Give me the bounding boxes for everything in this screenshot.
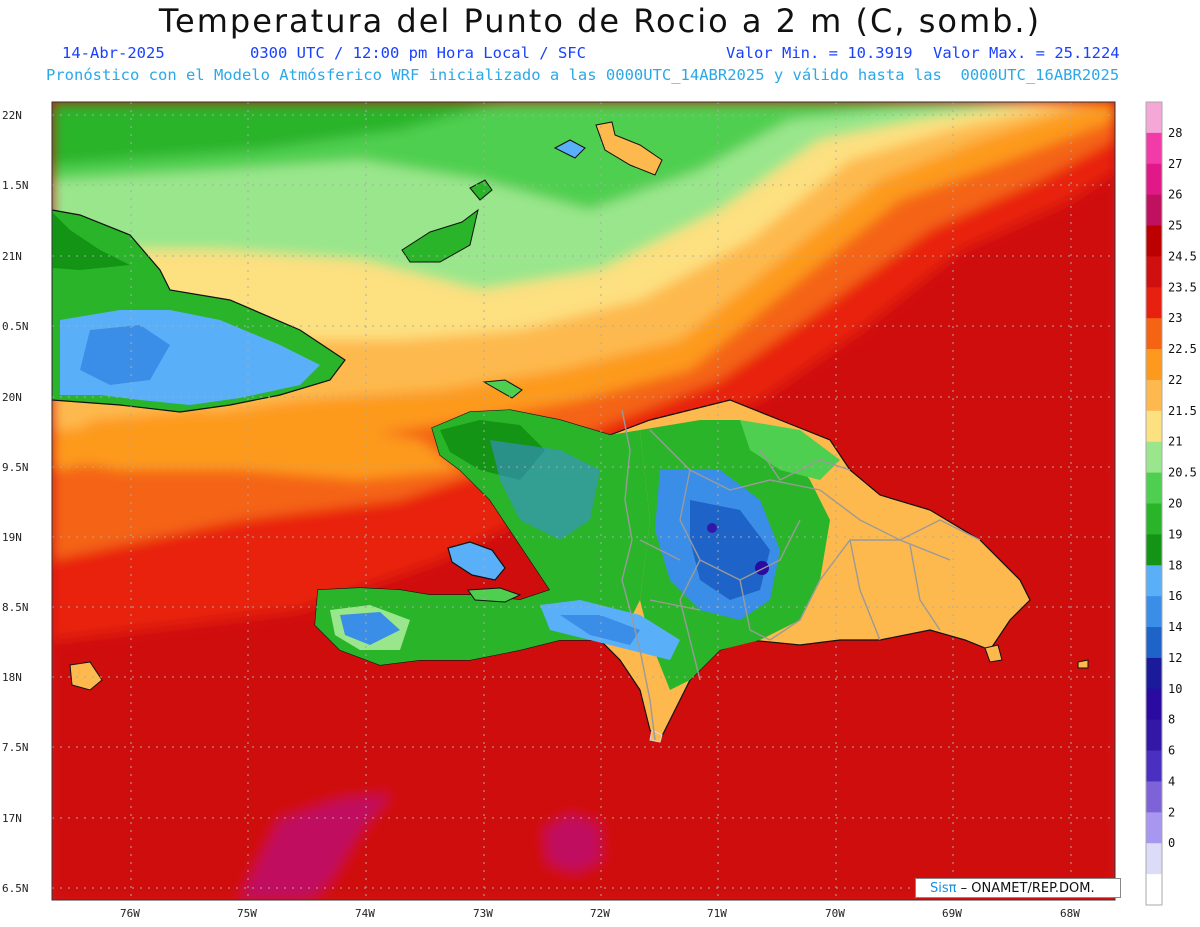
- lon-label: 68W: [1060, 907, 1080, 920]
- colorbar-label: 20.5: [1168, 466, 1197, 480]
- colorbar-frame: [1145, 101, 1163, 906]
- colorbar-label: 19: [1168, 527, 1182, 541]
- lat-label: 0.5N: [2, 320, 29, 333]
- colorbar-swatch: [1146, 410, 1162, 443]
- colorbar-label: 23: [1168, 311, 1182, 325]
- colorbar-swatch: [1146, 503, 1162, 535]
- jamaica-land: [447, 541, 506, 581]
- lon-label: 72W: [590, 907, 610, 920]
- colorbar-swatch: [1146, 843, 1162, 875]
- colorbar-swatch: [1146, 812, 1162, 844]
- colorbar-label: 20: [1168, 497, 1182, 511]
- lat-label: 22N: [2, 109, 22, 122]
- lat-label: 1.5N: [2, 179, 29, 192]
- dewpoint-map: 22N 1.5N 21N 0.5N 20N 9.5N 19N 8.5N 18N …: [2, 101, 1197, 920]
- model-description: Pronóstico con el Modelo Atmósferico WRF…: [46, 66, 1120, 84]
- colorbar-swatch: [1146, 318, 1162, 350]
- colorbar-swatch: [1146, 441, 1162, 474]
- lat-label: 17N: [2, 812, 22, 825]
- min-value: Valor Min. = 10.3919: [726, 44, 913, 62]
- colorbar-label: 16: [1168, 589, 1182, 603]
- colorbar-swatch: [1146, 596, 1162, 628]
- colorbar-label: 10: [1168, 682, 1182, 696]
- colorbar-label: 25: [1168, 219, 1182, 233]
- province-borders: [621, 409, 981, 741]
- lon-label: 73W: [473, 907, 493, 920]
- colorbar-label: 6: [1168, 744, 1175, 758]
- colorbar-swatch: [1146, 287, 1162, 319]
- colorbar-label: 21: [1168, 435, 1182, 449]
- lat-label: 6.5N: [2, 882, 29, 895]
- colorbar-label: 21.5: [1168, 404, 1197, 418]
- colorbar-label: 0: [1168, 836, 1175, 850]
- colorbar-label: 18: [1168, 558, 1182, 572]
- bahamas-islands: [401, 121, 663, 399]
- credit-org: – ONAMET/REP.DOM.: [960, 881, 1095, 896]
- map-gridlines: [52, 102, 1115, 900]
- max-value: Valor Max. = 25.1224: [933, 44, 1120, 62]
- lat-label: 8.5N: [2, 601, 29, 614]
- colorbar-swatch: [1146, 163, 1162, 196]
- cuba-land: [52, 209, 346, 413]
- colorbar-swatch: [1146, 781, 1162, 813]
- latitude-labels: 22N 1.5N 21N 0.5N 20N 9.5N 19N 8.5N 18N …: [2, 109, 29, 895]
- colorbar-label: 27: [1168, 157, 1182, 171]
- colorbar-swatch: [1146, 874, 1162, 906]
- lat-label: 21N: [2, 250, 22, 263]
- colorbar-swatch: [1146, 750, 1162, 782]
- forecast-time: 0300 UTC / 12:00 pm Hora Local / SFC: [250, 44, 586, 62]
- colorbar-swatch: [1146, 719, 1162, 752]
- credit-box: Sisπ – ONAMET/REP.DOM.: [915, 878, 1121, 898]
- lon-label: 69W: [942, 907, 962, 920]
- sispi-logo-text: Sisπ: [930, 881, 957, 896]
- colorbar-label: 22.5: [1168, 342, 1197, 356]
- colorbar-swatch: [1146, 627, 1162, 659]
- colorbar-swatch: [1146, 349, 1162, 381]
- colorbar-swatch: [1146, 132, 1162, 165]
- lat-label: 9.5N: [2, 461, 29, 474]
- colorbar-swatch: [1146, 225, 1162, 257]
- longitude-labels: 76W 75W 74W 73W 72W 71W 70W 69W 68W: [120, 907, 1080, 920]
- lon-label: 71W: [707, 907, 727, 920]
- colorbar-label: 8: [1168, 713, 1175, 727]
- map-frame: [51, 101, 1116, 901]
- map-title: Temperatura del Punto de Rocio a 2 m (C,…: [158, 2, 1042, 40]
- colorbar-swatch: [1146, 379, 1162, 412]
- colorbar-label: 28: [1168, 126, 1182, 140]
- lon-label: 74W: [355, 907, 375, 920]
- colorbar-swatch: [1146, 256, 1162, 288]
- colorbar-label: 22: [1168, 373, 1182, 387]
- colorbar-swatch: [1146, 194, 1162, 227]
- colorbar-label: 14: [1168, 620, 1182, 634]
- colorbar-swatch: [1146, 102, 1162, 134]
- colorbar-swatch: [1146, 472, 1162, 504]
- hispaniola-land: [314, 399, 1031, 742]
- colorbar-swatch: [1146, 688, 1162, 721]
- colorbar: 2827262524.523.52322.52221.52120.5201918…: [1145, 101, 1197, 906]
- forecast-date: 14-Abr-2025: [62, 44, 165, 62]
- colorbar-swatch: [1146, 657, 1162, 690]
- colorbar-label: 4: [1168, 774, 1175, 788]
- lat-label: 18N: [2, 671, 22, 684]
- lon-label: 75W: [237, 907, 257, 920]
- colorbar-label: 12: [1168, 651, 1182, 665]
- dewpoint-field: [52, 102, 1115, 900]
- lat-label: 19N: [2, 531, 22, 544]
- colorbar-label: 24.5: [1168, 249, 1197, 263]
- lon-label: 76W: [120, 907, 140, 920]
- lat-label: 20N: [2, 391, 22, 404]
- colorbar-swatch: [1146, 565, 1162, 597]
- colorbar-label: 23.5: [1168, 280, 1197, 294]
- colorbar-swatch: [1146, 534, 1162, 566]
- lat-label: 7.5N: [2, 741, 29, 754]
- colorbar-label: 2: [1168, 805, 1175, 819]
- colorbar-label: 26: [1168, 188, 1182, 202]
- lon-label: 70W: [825, 907, 845, 920]
